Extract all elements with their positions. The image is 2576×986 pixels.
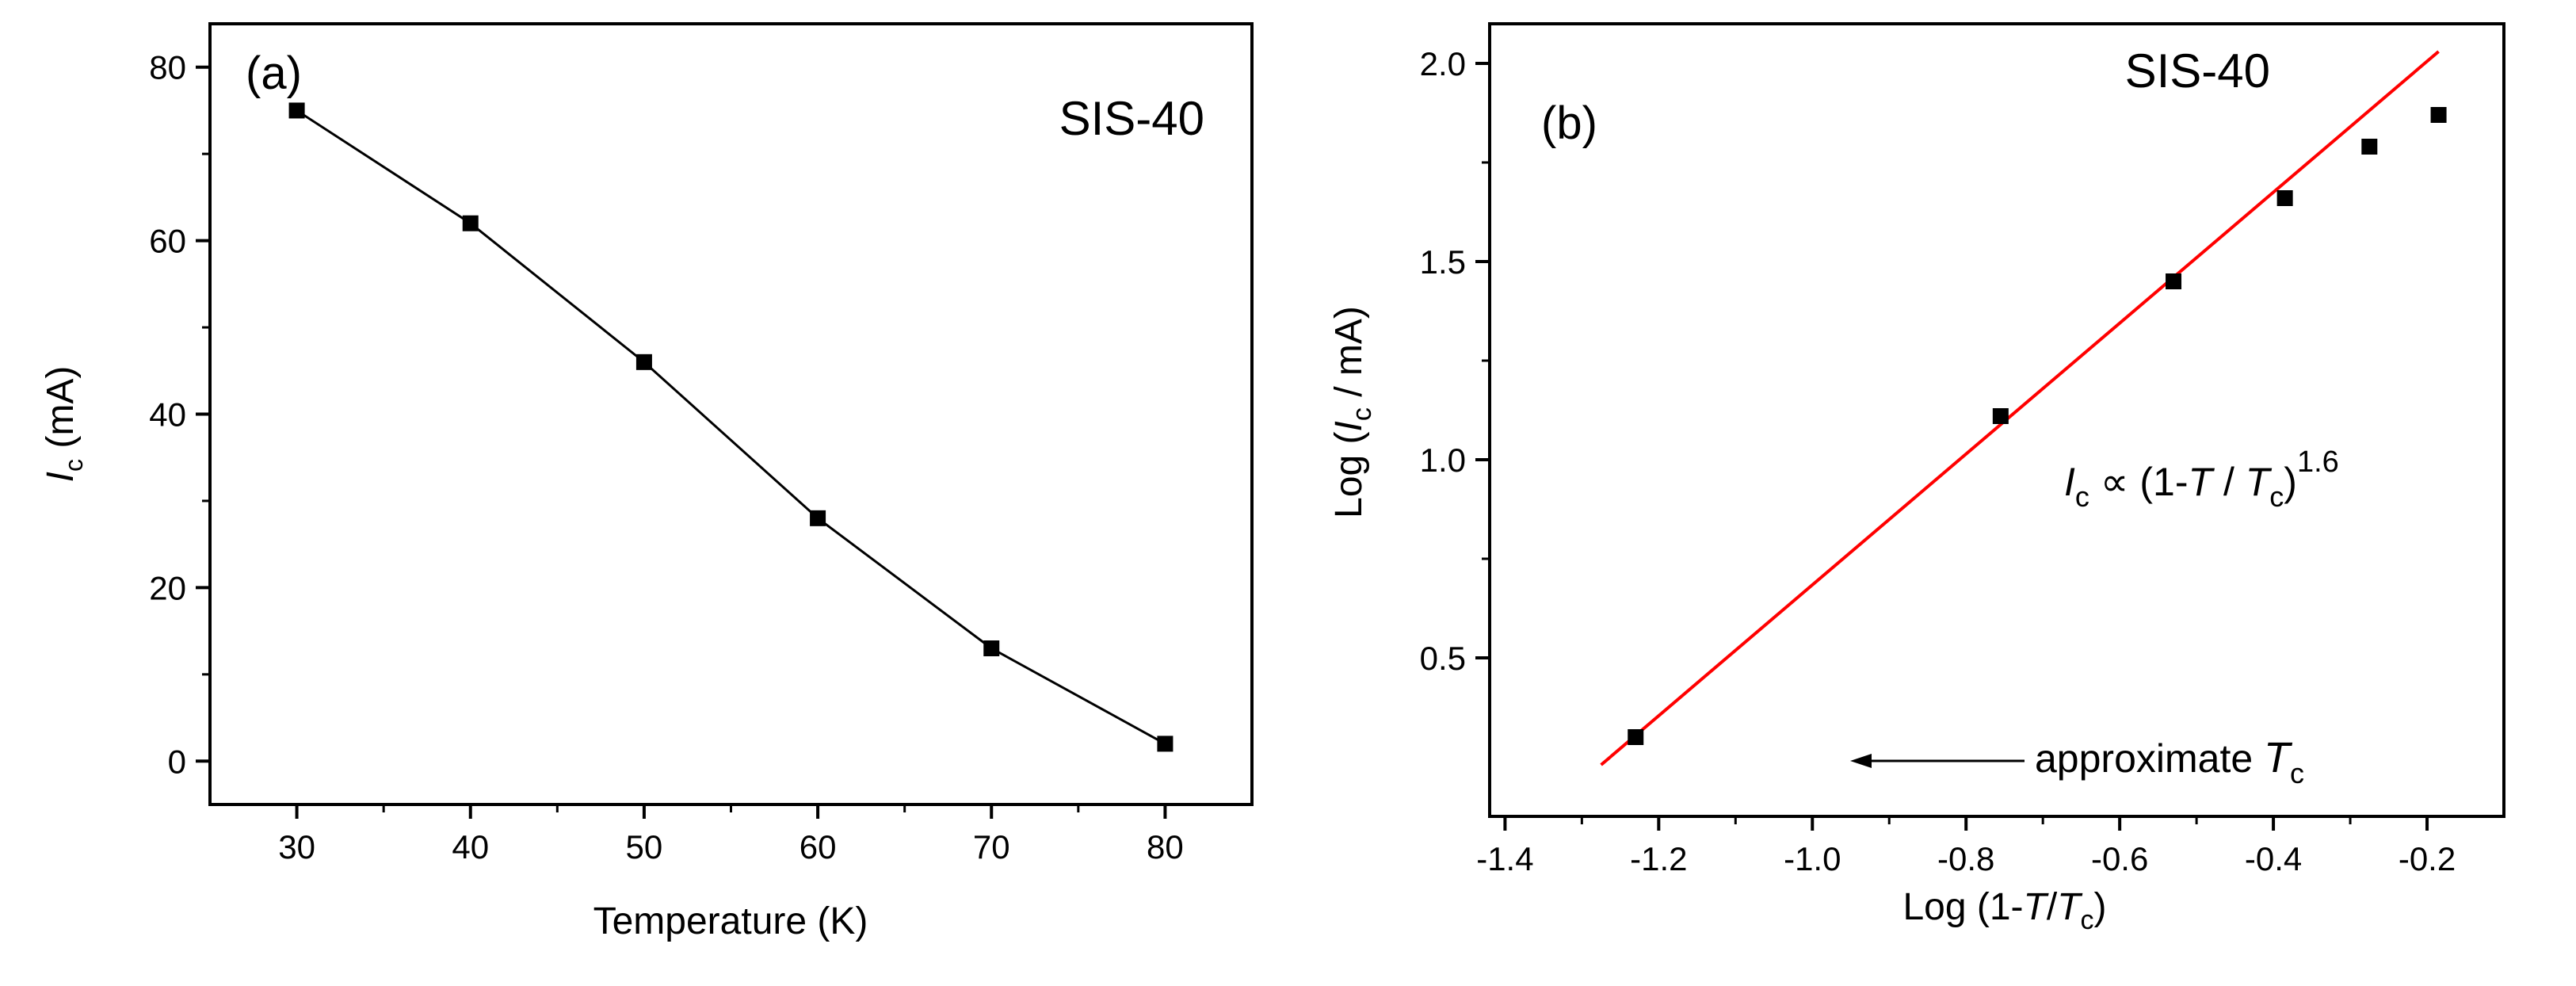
tick-labels-a: 30 40 50 60 70 80 0 20 40 60 80	[149, 49, 1183, 866]
y-axis-title-a: Ic (mA)	[40, 366, 88, 483]
y-axis-title-a-symbol: I	[40, 472, 82, 482]
x-tick-label: 30	[278, 828, 315, 866]
series-line-a	[296, 109, 1166, 745]
y-tick-label: 0	[168, 743, 186, 780]
x-tick-label: 80	[1147, 828, 1184, 866]
plot-frame-b	[1488, 22, 2505, 818]
data-point	[2166, 273, 2182, 289]
x-tick-label: 50	[626, 828, 663, 866]
data-point	[1157, 736, 1174, 752]
data-point	[288, 102, 305, 119]
arrow-head	[1850, 754, 1872, 768]
x-tick-label: -1.4	[1476, 840, 1533, 877]
x-tick-label: 70	[973, 828, 1010, 866]
svg-text:Log (Ic / mA): Log (Ic / mA)	[1328, 306, 1377, 518]
panel-label-b: (b)	[1541, 97, 1597, 149]
data-point	[462, 215, 479, 231]
svg-text:Ic (mA): Ic (mA)	[40, 366, 88, 483]
tick-labels-b: -1.4 -1.2 -1.0 -0.8 -0.6 -0.4 -0.2 0.5 1.0 1.5 2.0	[1420, 45, 2456, 877]
chart-panel-b: -1.4 -1.2 -1.0 -0.8 -0.6 -0.4 -0.2 0.5 1.0 1.5 2.0…	[1328, 22, 2505, 935]
approx-t-sub: c	[2290, 757, 2304, 789]
x-tick-label: -0.2	[2399, 840, 2456, 877]
y-title-b-suffix: / mA)	[1328, 306, 1370, 407]
y-tick-label: 20	[149, 569, 186, 606]
panel-label-a: (a)	[246, 48, 302, 99]
formula-annotation: Ic ∝ (1-T / Tc)1.6	[2064, 445, 2339, 513]
y-tick-label: 0.5	[1420, 640, 1466, 677]
data-point	[2276, 190, 2293, 206]
x-axis-title-b: Log (1-T/Tc)	[1902, 886, 2106, 935]
approx-text: approximate	[2035, 736, 2264, 781]
data-point	[810, 510, 826, 526]
x-tick-label: -0.6	[2091, 840, 2148, 877]
y-tick-label: 40	[149, 396, 186, 434]
chart-panel-a: 30 40 50 60 70 80 0 20 40 60 80 (a) SIS-40 Tempera…	[40, 22, 1254, 942]
y-axis-title-a-subscript: c	[59, 459, 88, 472]
y-tick-label: 2.0	[1420, 45, 1466, 82]
formula-i: I	[2064, 460, 2075, 504]
data-point	[2430, 107, 2447, 123]
formula-exponent: 1.6	[2297, 445, 2339, 479]
approx-t: T	[2264, 734, 2293, 782]
y-title-b-i: I	[1328, 421, 1370, 431]
data-points-a	[288, 102, 1174, 752]
x-tick-label: -1.2	[1630, 840, 1687, 877]
approx-tc-arrow	[1850, 754, 2025, 768]
formula-t: T	[2189, 460, 2215, 504]
formula-slash: /	[2212, 460, 2246, 504]
x-title-b-t: T	[2024, 886, 2050, 928]
y-tick-label: 1.5	[1420, 243, 1466, 281]
y-tick-label: 1.0	[1420, 441, 1466, 479]
data-point	[1628, 729, 1644, 745]
x-tick-label: 60	[800, 828, 837, 866]
x-title-b-tc: T	[2057, 886, 2083, 928]
data-points-b	[1628, 107, 2447, 745]
y-axis-title-a-unit: (mA)	[40, 366, 82, 459]
y-tick-label: 80	[149, 49, 186, 86]
data-point	[635, 354, 652, 370]
x-tick-label: -0.4	[2245, 840, 2302, 877]
data-point	[983, 640, 1000, 656]
y-title-b-prefix: Log (	[1328, 431, 1370, 518]
x-tick-label: -0.8	[1937, 840, 1994, 877]
x-title-b-sub: c	[2081, 905, 2094, 935]
fit-line-b	[1600, 50, 2440, 766]
formula-tc: T	[2246, 460, 2273, 504]
x-axis-title-a: Temperature (K)	[593, 900, 868, 942]
y-title-b-sub: c	[1347, 407, 1377, 421]
approx-tc-annotation: approximate Tc	[2035, 734, 2304, 789]
x-title-b-suffix: )	[2094, 886, 2107, 928]
sample-label-a: SIS-40	[1059, 92, 1204, 145]
data-point	[1992, 408, 2009, 424]
data-point	[2361, 139, 2378, 155]
x-title-b-slash: /	[2047, 886, 2058, 928]
sample-label-b: SIS-40	[2125, 44, 2270, 97]
y-axis-title-b: Log (Ic / mA)	[1328, 306, 1377, 518]
formula-prop: ∝ (1-	[2089, 460, 2189, 504]
x-tick-label: -1.0	[1784, 840, 1841, 877]
ticks-a	[196, 65, 1167, 819]
formula-i-sub: c	[2075, 480, 2089, 513]
x-tick-label: 40	[452, 828, 489, 866]
formula-close: )	[2284, 460, 2297, 504]
x-title-b-prefix: Log (1-	[1902, 886, 2023, 928]
ticks-b	[1475, 62, 2429, 831]
y-tick-label: 60	[149, 223, 186, 260]
formula-tc-sub: c	[2269, 480, 2284, 513]
